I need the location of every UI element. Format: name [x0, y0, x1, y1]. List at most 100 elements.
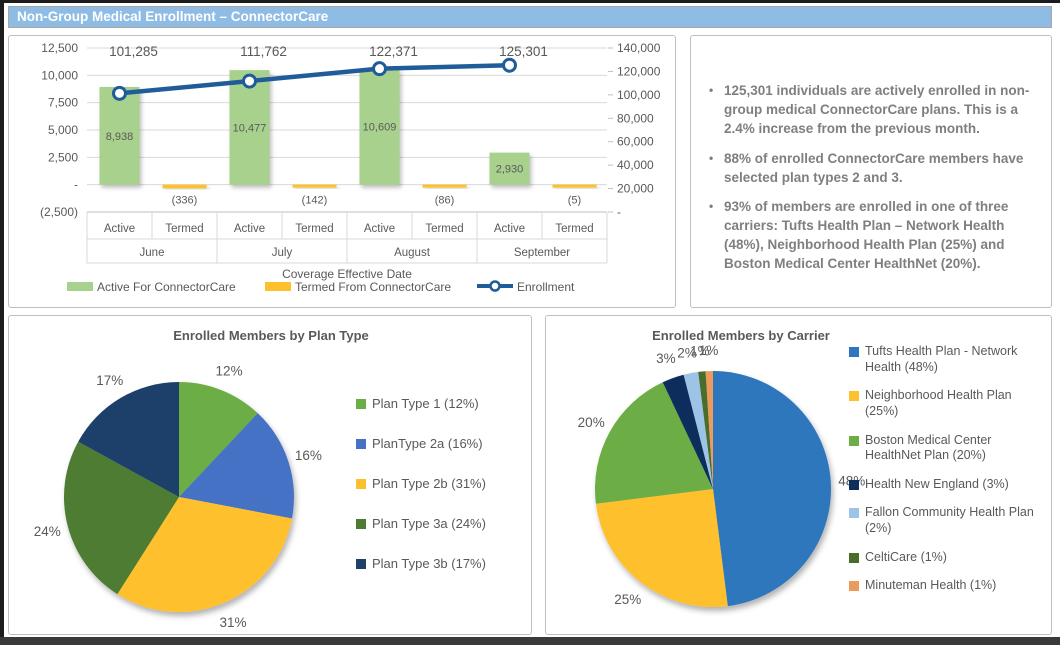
legend-swatch: [849, 435, 859, 446]
left-axis-tick: 10,000: [41, 68, 78, 82]
left-axis-tick: 7,500: [48, 96, 78, 110]
termed-bar-label: (336): [172, 195, 198, 207]
x-axis-title: Coverage Effective Date: [282, 267, 412, 281]
left-axis-tick: -: [74, 178, 78, 192]
legend-label: Plan Type 3a (24%): [372, 516, 486, 531]
legend-item: Fallon Community Health Plan (2%): [849, 505, 1041, 536]
left-axis-tick: 5,000: [48, 123, 78, 137]
right-axis-tick: 100,000: [617, 88, 661, 102]
legend-item: Minuteman Health (1%): [849, 578, 1041, 594]
termed-bar: [422, 184, 467, 188]
legend-swatch: [849, 479, 859, 490]
enrollment-line: [119, 62, 510, 96]
termed-bar: [552, 184, 597, 188]
legend-label: Tufts Health Plan - Network Health (48%): [865, 344, 1018, 374]
plan-type-pie-legend: Plan Type 1 (12%) PlanType 2a (16%) Plan T…: [356, 396, 486, 571]
legend-swatch: [849, 552, 859, 563]
active-bar-label: 10,609: [363, 122, 397, 134]
legend-label: PlanType 2a (16%): [372, 436, 483, 451]
legend-swatch: [356, 439, 366, 449]
left-axis-tick: 12,500: [41, 41, 78, 55]
legend-item: PlanType 2a (16%): [356, 436, 486, 451]
right-axis-tick: 40,000: [617, 158, 654, 172]
sub-category-label: Active: [494, 223, 525, 235]
pie-percent-label: 16%: [295, 448, 322, 463]
legend-swatch: [849, 508, 859, 519]
sub-category-label: Termed: [555, 223, 593, 235]
enrollment-marker: [242, 73, 257, 89]
right-axis-tick: 140,000: [617, 41, 661, 55]
right-axis-tick: 60,000: [617, 135, 654, 149]
page-top-edge: [0, 0, 1060, 3]
termed-bar-label: (86): [435, 195, 455, 207]
sub-category-label: Active: [234, 223, 265, 235]
legend-label: Minuteman Health (1%): [865, 578, 997, 593]
pie-percent-label: 25%: [614, 592, 641, 607]
legend-label: Active For ConnectorCare: [97, 280, 236, 294]
legend-item: Plan Type 1 (12%): [356, 396, 486, 411]
month-label: June: [140, 247, 165, 259]
pie-slice: [595, 382, 713, 504]
right-axis-tick: 20,000: [617, 182, 654, 196]
right-axis-tick: 80,000: [617, 111, 654, 125]
legend-label: Enrollment: [517, 280, 575, 294]
report-title: Non-Group Medical Enrollment – Connector…: [17, 9, 329, 24]
enrollment-marker: [372, 61, 387, 77]
pie-slice: [179, 382, 258, 497]
legend-swatch: [356, 399, 366, 409]
legend-swatch: [356, 559, 366, 569]
active-bar: [99, 86, 140, 185]
enrollment-marker: [502, 57, 517, 73]
report-title-bar: Non-Group Medical Enrollment – Connector…: [8, 6, 1052, 28]
sub-category-label: Termed: [165, 223, 203, 235]
insight-bullet: 93% of members are enrolled in one of th…: [709, 198, 1037, 274]
pie-slice: [63, 441, 180, 595]
legend-item: Plan Type 3a (24%): [356, 516, 486, 531]
enrollment-combo-chart: 12,500 10,000 7,500 5,000 2,500 - (2,500) 140,0…: [40, 41, 661, 294]
pie-percent-label: 31%: [219, 615, 246, 630]
pie-percent-label: 20%: [578, 415, 605, 430]
pie-percent-label: 1%: [690, 344, 710, 359]
insight-bullet: 88% of enrolled ConnectorCare members ha…: [709, 150, 1037, 188]
sub-category-label: Active: [364, 223, 395, 235]
pie-percent-label: 3%: [656, 351, 676, 366]
carrier-pie-legend: Tufts Health Plan - Network Health (48%)…: [849, 344, 1041, 594]
plan-type-pie-panel: Enrolled Members by Plan Type 12% 16% 31% 2…: [8, 315, 532, 635]
insights-bullet-list: 125,301 individuals are actively enrolle…: [691, 36, 1051, 274]
pie-slice: [595, 489, 728, 607]
left-axis-tick: 2,500: [48, 150, 78, 164]
legend-item: Neighborhood Health Plan (25%): [849, 388, 1041, 419]
legend-item: Boston Medical Center HealthNet Plan (20…: [849, 433, 1041, 464]
pie-slice: [705, 371, 713, 489]
right-axis-tick: 120,000: [617, 64, 661, 78]
legend-swatch: [849, 581, 859, 592]
legend-swatch: [356, 519, 366, 529]
pie-slice: [713, 371, 832, 607]
plan-type-pie-chart: 12% 16% 31% 24% 17%: [34, 364, 322, 630]
left-axis-tick: (2,500): [40, 205, 78, 219]
pie-percent-label: 24%: [34, 524, 61, 539]
legend-label: Fallon Community Health Plan (2%): [865, 505, 1034, 535]
legend-item: Health New England (3%): [849, 477, 1041, 493]
legend-label: CeltiCare (1%): [865, 549, 947, 564]
legend-label: Plan Type 1 (12%): [372, 396, 479, 411]
carrier-pie-panel: Enrolled Members by Carrier 48%25%20%3%2…: [545, 315, 1052, 635]
legend-swatch-active: [67, 282, 93, 291]
enrollment-value-label: 111,762: [240, 44, 287, 59]
insight-bullet: 125,301 individuals are actively enrolle…: [709, 82, 1037, 139]
right-axis-tick: -: [617, 205, 621, 219]
legend-label: Health New England (3%): [865, 476, 1009, 491]
page-left-edge: [0, 0, 4, 645]
pie-slice: [698, 371, 713, 489]
pie-slice: [179, 413, 294, 519]
month-label: July: [272, 247, 293, 259]
pie-percent-label: 1%: [699, 343, 719, 358]
month-label: August: [394, 247, 431, 259]
enrollment-value-label: 101,285: [109, 44, 158, 59]
legend-item: Tufts Health Plan - Network Health (48%): [849, 344, 1041, 375]
pie-slice: [117, 497, 292, 612]
active-bar: [359, 68, 400, 185]
enrollment-value-label: 122,371: [369, 44, 418, 59]
month-label: September: [514, 247, 570, 259]
legend-item: Plan Type 2b (31%): [356, 476, 486, 491]
